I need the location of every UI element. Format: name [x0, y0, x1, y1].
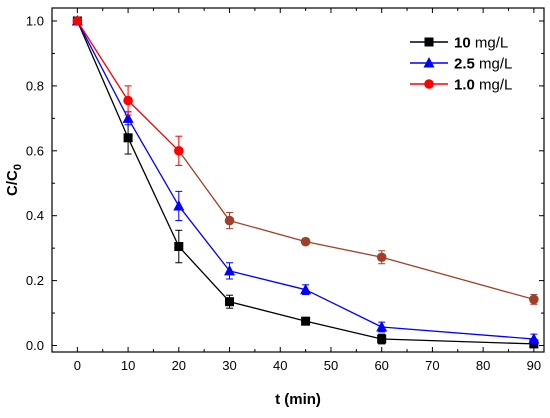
y-axis-title-subscript: 0: [12, 164, 24, 170]
data-point: [122, 112, 134, 123]
y-tick-label: 0.0: [26, 338, 44, 353]
series-line-segment: [127, 137, 180, 247]
series-1: [72, 16, 539, 349]
legend-label-unit: mg/L: [475, 77, 513, 94]
x-tick-label: 90: [527, 358, 541, 373]
plot-frame: [51, 7, 545, 353]
data-point: [300, 236, 311, 247]
x-axis-title: t (min): [275, 391, 321, 408]
series-line-segment: [381, 326, 534, 340]
legend-marker: [424, 37, 434, 47]
legend-item: 2.5 mg/L: [410, 56, 512, 73]
data-point: [224, 264, 236, 276]
data-point: [528, 333, 540, 344]
data-point: [72, 16, 83, 26]
y-axis-title: C/C0: [4, 164, 24, 196]
x-axis: 0 10 20 30 40 50 60 70 80 90: [74, 8, 541, 373]
series-line-segment: [76, 20, 129, 139]
data-point: [123, 133, 133, 143]
y-axis-title-main: C/C: [4, 170, 21, 196]
data-point: [174, 242, 184, 252]
series-line-segment: [127, 100, 180, 152]
x-tick-label: 70: [425, 358, 439, 373]
y-tick-label: 0.8: [26, 78, 44, 93]
y-tick-label: 0.2: [26, 273, 44, 288]
legend-label: 10 mg/L: [454, 35, 508, 52]
series-line-segment: [229, 219, 306, 243]
series-line-segment: [381, 338, 534, 345]
plot-area: [51, 7, 545, 353]
x-tick-label: 10: [121, 358, 135, 373]
x-tick-label: 30: [222, 358, 236, 373]
series-line-segment: [229, 270, 306, 291]
data-point: [301, 316, 311, 326]
series-line-segment: [76, 20, 129, 119]
data-point: [300, 283, 312, 295]
series-line-segment: [178, 205, 231, 272]
data-point: [225, 297, 235, 307]
legend-marker: [423, 57, 435, 68]
legend-label-value: 2.5: [454, 56, 475, 73]
legend-label-value: 1.0: [454, 77, 475, 94]
svg-text:C/C0: C/C0: [4, 164, 24, 196]
legend-marker: [424, 79, 434, 89]
data-point: [123, 95, 133, 106]
series-line-segment: [127, 118, 180, 207]
data-point: [224, 215, 235, 226]
data-point: [377, 334, 387, 344]
x-tick-label: 40: [273, 358, 287, 373]
legend-item: 1.0 mg/L: [410, 77, 512, 94]
series-line-segment: [76, 20, 129, 101]
legend-label-unit: mg/L: [471, 35, 509, 52]
legend-item: 10 mg/L: [410, 35, 508, 52]
legend-label: 2.5 mg/L: [454, 56, 512, 73]
data-point: [174, 145, 184, 156]
series-layer: [71, 14, 540, 349]
x-tick-label: 50: [324, 358, 338, 373]
y-tick-label: 0.4: [26, 208, 44, 223]
legend: 10 mg/L2.5 mg/L1.0 mg/L: [410, 35, 512, 94]
legend-label-unit: mg/L: [475, 56, 513, 73]
series-3: [72, 16, 539, 305]
series-line-segment: [305, 320, 382, 340]
x-tick-label: 0: [74, 358, 81, 373]
x-tick-label: 80: [476, 358, 490, 373]
series-line-segment: [305, 241, 382, 258]
data-point: [529, 294, 539, 305]
data-point: [173, 199, 185, 211]
series-line-segment: [381, 256, 535, 301]
legend-label-value: 10: [454, 35, 471, 52]
series-line-segment: [178, 150, 231, 221]
series-line-segment: [178, 246, 231, 303]
y-tick-label: 1.0: [26, 13, 44, 28]
y-axis: 0.0 0.2 0.4 0.6 0.8 1.0: [26, 13, 544, 353]
legend-label: 1.0 mg/L: [454, 77, 512, 94]
y-tick-label: 0.6: [26, 143, 44, 158]
x-tick-label: 60: [374, 358, 388, 373]
data-point: [376, 252, 387, 263]
x-tick-label: 20: [172, 358, 186, 373]
data-point: [376, 321, 388, 332]
series-line-segment: [305, 289, 382, 328]
series-line-segment: [229, 301, 306, 322]
